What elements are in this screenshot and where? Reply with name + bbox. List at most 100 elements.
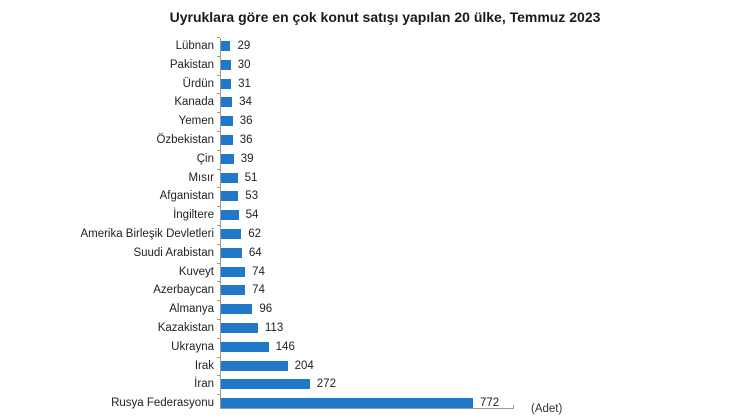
category-label: Mısır — [188, 171, 214, 184]
bar-row: İngiltere 54 — [0, 206, 730, 225]
category-label: İngiltere — [173, 209, 214, 222]
bar-row: Yemen 36 — [0, 112, 730, 131]
bar — [221, 379, 310, 390]
bar — [221, 229, 242, 239]
bar — [221, 172, 238, 183]
category-label: Lübnan — [175, 40, 214, 52]
bar-row: Amerika Birleşik Devletleri 62 — [0, 225, 730, 244]
bar — [221, 78, 232, 89]
category-label: Ürdün — [182, 77, 214, 90]
bar-value-label: 36 — [239, 115, 253, 128]
category-label: Pakistan — [169, 58, 214, 71]
bar-row: Afganistan 53 — [0, 187, 730, 206]
y-axis-tick — [217, 375, 220, 377]
x-axis-unit-label: (Adet) — [531, 403, 563, 415]
chart-title: Uyruklara göre en çok konut satışı yapıl… — [169, 9, 601, 25]
bar-value-label: 204 — [294, 359, 314, 372]
bar — [221, 341, 269, 352]
bar-value-label: 96 — [259, 303, 273, 316]
category-label: Rusya Federasyonu — [111, 397, 214, 410]
bar-row: Almanya 96 — [0, 300, 730, 319]
bar-row: Pakistan 30 — [0, 55, 730, 75]
bar-value-label: 30 — [237, 58, 251, 71]
bar — [221, 153, 234, 164]
bar-value-label: 74 — [252, 265, 265, 278]
bar-value-label: 34 — [239, 96, 252, 109]
y-axis-tick — [217, 281, 220, 283]
x-axis-line — [220, 408, 514, 409]
bar-row: Kanada 34 — [0, 93, 730, 112]
bar — [221, 59, 231, 70]
bar-row: Mısır 51 — [0, 168, 730, 188]
y-axis-tick — [217, 262, 220, 264]
y-axis-line — [220, 38, 221, 408]
category-label: Irak — [194, 359, 214, 372]
bar-row: İran 272 — [0, 375, 730, 394]
category-label: Kanada — [174, 96, 214, 109]
bar — [221, 398, 473, 409]
bar-row: Azerbaycan 74 — [0, 281, 730, 300]
bar-row: Kuveyt 74 — [0, 262, 730, 282]
category-label: Özbekistan — [156, 134, 214, 146]
y-axis-tick — [217, 300, 220, 302]
y-axis-tick — [217, 112, 220, 114]
y-axis-tick — [217, 225, 220, 226]
category-label: Ukrayna — [171, 340, 214, 353]
bar-value-label: 772 — [480, 397, 500, 410]
category-label: Almanya — [169, 303, 214, 316]
bar-value-label: 29 — [237, 40, 251, 52]
bar-row: Suudi Arabistan 64 — [0, 243, 730, 263]
bar-row: Rusya Federasyonu 772 — [0, 394, 730, 413]
y-axis-tick — [217, 74, 220, 76]
category-label: Yemen — [178, 115, 214, 128]
bar-value-label: 113 — [264, 322, 284, 334]
bar — [221, 247, 242, 258]
bar-value-label: 51 — [244, 171, 258, 184]
bar — [221, 41, 231, 51]
bar-row: Irak 204 — [0, 356, 730, 376]
bar — [221, 191, 239, 202]
bar-value-label: 64 — [248, 246, 262, 259]
bar — [221, 323, 258, 333]
category-label: Azerbaycan — [153, 284, 214, 297]
y-axis-tick — [217, 243, 220, 245]
bar — [221, 304, 253, 315]
bar-value-label: 272 — [316, 378, 336, 391]
y-axis-tick — [217, 187, 220, 189]
y-axis-tick — [217, 149, 220, 151]
bar-value-label: 74 — [252, 284, 265, 297]
y-axis-tick — [217, 168, 220, 170]
bar-row: Ürdün 31 — [0, 74, 730, 94]
x-axis-end-tick — [513, 405, 514, 409]
bar-value-label: 36 — [239, 134, 253, 146]
bar-value-label: 54 — [245, 209, 259, 222]
category-label: Afganistan — [159, 190, 214, 203]
y-axis-tick — [217, 356, 220, 358]
bar-row: Özbekistan 36 — [0, 131, 730, 150]
bar-row: Lübnan 29 — [0, 37, 730, 56]
bar — [221, 266, 246, 277]
category-label: İran — [194, 378, 214, 391]
bar-row: Çin 39 — [0, 149, 730, 169]
bar — [221, 210, 239, 221]
y-axis-tick — [217, 93, 220, 95]
category-label: Suudi Arabistan — [133, 246, 214, 259]
y-axis-tick — [217, 37, 220, 38]
bar-row: Kazakistan 113 — [0, 319, 730, 338]
bar — [221, 285, 246, 296]
bar — [221, 360, 288, 371]
y-axis-tick — [217, 206, 220, 208]
y-axis-tick — [217, 319, 220, 320]
category-label: Kuveyt — [178, 265, 214, 278]
bar-value-label: 31 — [238, 77, 251, 90]
bar-value-label: 39 — [240, 152, 254, 165]
bar-value-label: 146 — [275, 340, 295, 353]
category-label: Çin — [196, 152, 214, 165]
category-label: Kazakistan — [157, 322, 214, 334]
bar-value-label: 53 — [245, 190, 259, 203]
category-label: Amerika Birleşik Devletleri — [80, 228, 214, 240]
y-axis-tick — [217, 394, 220, 396]
bar — [221, 116, 233, 127]
bar — [221, 97, 233, 108]
